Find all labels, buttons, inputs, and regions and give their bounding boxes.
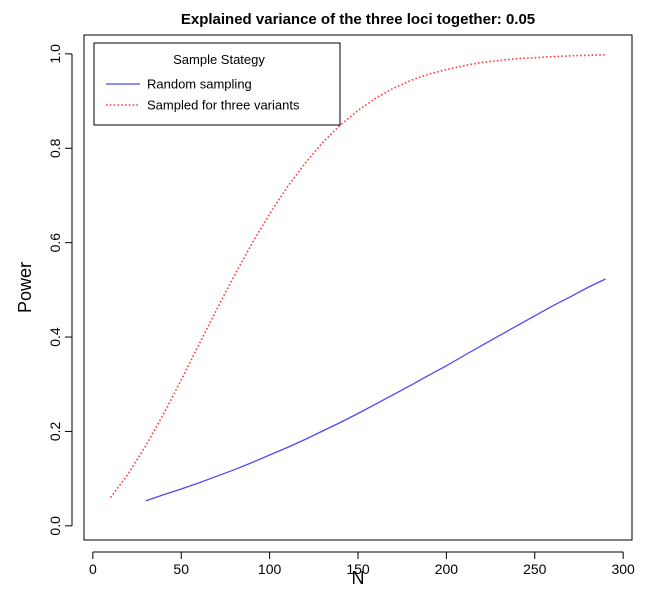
x-tick-label: 150: [346, 561, 370, 577]
chart-title: Explained variance of the three loci tog…: [181, 11, 535, 28]
x-tick-label: 300: [611, 561, 635, 577]
legend-label-2: Sampled for three variants: [147, 98, 300, 113]
y-tick-label: 0.0: [47, 516, 63, 536]
legend: Sample Stategy Random sampling Sampled fo…: [93, 42, 341, 126]
series-layer: [109, 54, 606, 502]
y-axis: 0.0 0.2 0.4 0.6 0.8 1.0: [47, 44, 73, 536]
x-tick-label: 200: [435, 561, 459, 577]
x-tick-label: 0: [89, 561, 97, 577]
y-tick-label: 0.4: [47, 327, 63, 347]
series-line-1: [145, 278, 606, 502]
y-tick-label: 1.0: [47, 44, 63, 64]
x-tick-label: 50: [173, 561, 189, 577]
legend-label-1: Random sampling: [147, 77, 252, 92]
x-axis: 0 50 100 150 200 250 300: [89, 551, 635, 577]
x-tick-label: 250: [523, 561, 547, 577]
series-line-2: [109, 54, 606, 498]
x-axis-label: N: [352, 568, 365, 588]
y-tick-label: 0.2: [47, 422, 63, 442]
y-tick-label: 0.8: [47, 138, 63, 158]
y-axis-label: Power: [15, 262, 35, 313]
y-tick-label: 0.6: [47, 233, 63, 253]
legend-title: Sample Stategy: [173, 52, 265, 67]
x-tick-label: 100: [258, 561, 282, 577]
plot-frame: [83, 34, 633, 541]
legend-items: Random sampling Sampled for three variant…: [106, 77, 300, 113]
